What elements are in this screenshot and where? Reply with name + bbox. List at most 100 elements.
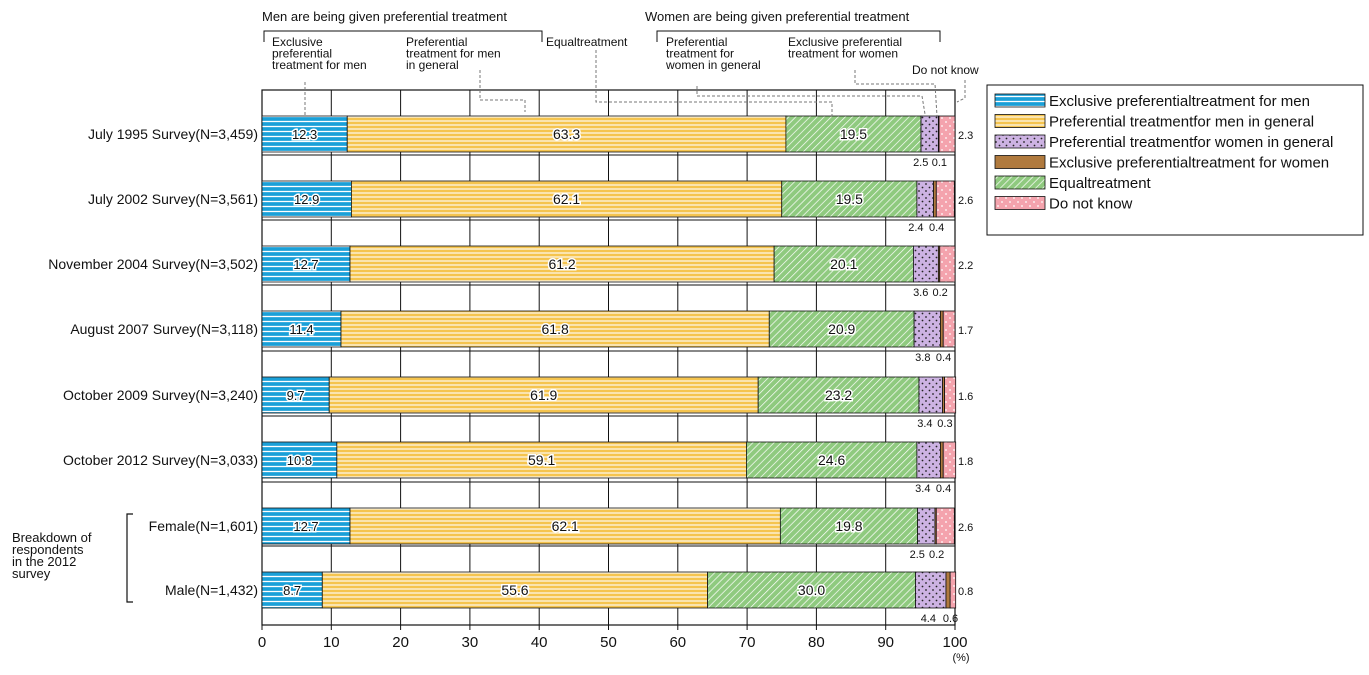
breakdown-group-label: in the 2012 xyxy=(12,554,76,569)
data-label-pref-men: 61.8 xyxy=(542,321,569,337)
category-label: Female(N=1,601) xyxy=(149,518,258,534)
data-label-excl-women: 0.4 xyxy=(929,222,944,234)
legend-label: Exclusive preferentialtreatment for men xyxy=(1049,93,1310,110)
bar-dont-know xyxy=(942,441,957,479)
data-label-dont-know: 0.8 xyxy=(958,586,973,598)
annotation-excl-women: Exclusive preferential xyxy=(788,35,902,49)
data-label-equal: 30.0 xyxy=(798,582,825,598)
bar-dont-know xyxy=(935,180,955,218)
annotation-pref-men: treatment for men xyxy=(406,47,501,61)
bar-equal xyxy=(773,245,914,283)
annotation-dont-know: Do not know xyxy=(912,63,979,77)
bracket-group-women xyxy=(656,30,941,42)
bar-dont-know xyxy=(944,376,957,414)
bar-equal xyxy=(779,507,918,545)
x-tick-label: 20 xyxy=(392,634,409,651)
x-tick-label: 10 xyxy=(323,634,340,651)
legend-label: Exclusive preferentialtreatment for wome… xyxy=(1049,155,1329,172)
annotation-pref-women: treatment for xyxy=(666,47,734,61)
category-label: October 2012 Survey(N=3,033) xyxy=(63,452,258,468)
chart-grid xyxy=(261,89,956,630)
legend-label: Preferential treatmentfor women in gener… xyxy=(1049,134,1333,151)
data-label-excl-women: 0.2 xyxy=(932,287,947,299)
data-label-pref-men: 55.6 xyxy=(501,582,528,598)
annotation-leader-line xyxy=(479,70,526,112)
x-tick-label: 90 xyxy=(877,634,894,651)
data-label-excl-women: 0.4 xyxy=(936,352,951,364)
data-label-excl-men: 8.7 xyxy=(283,583,301,598)
data-label-excl-men: 12.3 xyxy=(292,127,317,142)
data-label-dont-know: 2.6 xyxy=(958,522,973,534)
bar-excl-women xyxy=(933,180,937,218)
annotation-pref-men: in general xyxy=(406,58,459,72)
annotation-group-women: Women are being given preferential treat… xyxy=(645,9,910,24)
legend-swatch xyxy=(994,196,1046,210)
bar-pref-women xyxy=(913,245,939,283)
data-label-pref-men: 62.1 xyxy=(553,191,580,207)
category-label: Male(N=1,432) xyxy=(165,582,258,598)
bar-excl-women xyxy=(940,441,944,479)
data-label-equal: 20.1 xyxy=(830,256,857,272)
legend-box xyxy=(986,84,1364,236)
bar-dont-know xyxy=(935,507,955,545)
x-tick-label: 30 xyxy=(462,634,479,651)
legend-swatch xyxy=(994,175,1046,190)
category-label: November 2004 Survey(N=3,502) xyxy=(48,256,258,272)
bar-equal xyxy=(768,310,915,348)
bar-excl-men xyxy=(261,441,338,479)
data-label-excl-men: 12.7 xyxy=(293,519,318,534)
bar-pref-men xyxy=(340,310,770,348)
category-label: July 2002 Survey(N=3,561) xyxy=(88,191,258,207)
annotation-excl-men: Exclusive xyxy=(272,35,323,49)
legend-label: Preferential treatmentfor men in general xyxy=(1049,114,1314,131)
legend-swatch xyxy=(994,134,1046,149)
category-label: July 1995 Survey(N=3,459) xyxy=(88,126,258,142)
data-label-excl-men: 11.4 xyxy=(289,322,313,337)
data-label-excl-women: 0.4 xyxy=(936,483,951,495)
bar-excl-men xyxy=(261,507,351,545)
data-label-pref-women: 3.4 xyxy=(917,418,932,430)
x-tick-label: 70 xyxy=(739,634,756,651)
annotation-excl-men: treatment for men xyxy=(272,58,367,72)
data-label-equal: 24.6 xyxy=(818,452,845,468)
legend-swatch xyxy=(994,155,1046,169)
bar-excl-men xyxy=(261,571,323,609)
bracket-group-men xyxy=(263,30,543,42)
data-label-pref-women: 2.4 xyxy=(908,222,923,234)
data-label-pref-women: 4.4 xyxy=(921,613,936,625)
data-label-equal: 20.9 xyxy=(828,321,855,337)
breakdown-bracket xyxy=(126,513,133,603)
data-label-excl-men: 9.7 xyxy=(287,388,305,403)
annotation-leader-line xyxy=(696,86,926,115)
bar-pref-men xyxy=(321,571,708,609)
data-label-pref-men: 59.1 xyxy=(528,452,555,468)
x-tick-label: 60 xyxy=(669,634,686,651)
x-tick-label: 80 xyxy=(808,634,825,651)
bar-pref-men xyxy=(350,180,783,218)
data-label-excl-women: 0.2 xyxy=(929,549,944,561)
x-unit-label: (%) xyxy=(952,652,969,664)
data-label-excl-men: 12.9 xyxy=(294,192,319,207)
bar-excl-men xyxy=(261,245,351,283)
bar-pref-men xyxy=(346,115,787,153)
data-label-pref-men: 61.9 xyxy=(530,387,557,403)
legend-swatch xyxy=(994,93,1046,108)
bar-pref-women xyxy=(917,507,936,545)
data-label-pref-men: 63.3 xyxy=(553,126,580,142)
chart-legend: Exclusive preferentialtreatment for men P… xyxy=(986,84,1364,236)
data-label-excl-men: 10.8 xyxy=(287,453,312,468)
data-label-pref-women: 2.5 xyxy=(913,157,928,169)
bar-excl-men xyxy=(261,310,342,348)
x-tick-label: 40 xyxy=(531,634,548,651)
legend-label: Do not know xyxy=(1049,196,1133,213)
data-label-pref-men: 62.1 xyxy=(552,518,579,534)
data-label-pref-women: 3.6 xyxy=(913,287,928,299)
data-label-equal: 19.5 xyxy=(836,191,863,207)
bar-equal xyxy=(746,441,918,479)
chart-texts: 0 10 20 30 40 50 60 70 80 90 100(%) 12.3 63.3 19.5 2.5… xyxy=(12,125,973,665)
bar-pref-women xyxy=(916,180,934,218)
data-label-equal: 23.2 xyxy=(825,387,852,403)
data-label-dont-know: 1.7 xyxy=(958,325,973,337)
legend-swatch xyxy=(994,114,1046,128)
bar-dont-know xyxy=(949,571,957,609)
